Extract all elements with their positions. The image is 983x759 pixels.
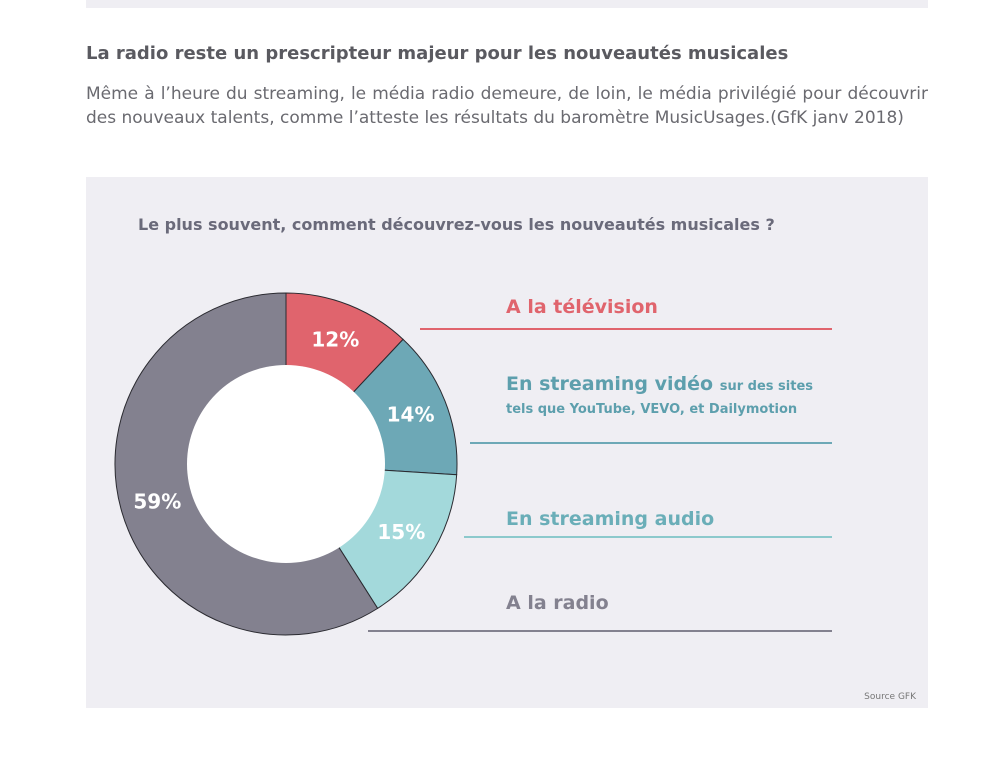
chart-panel: Le plus souvent, comment découvrez-vous … [86,177,928,708]
donut-hole [187,365,385,563]
legend-label-television: A la télévision [506,296,658,318]
source-note: Source GFK [864,692,916,702]
slice-label-radio: 59% [133,489,181,513]
intro-paragraph: Même à l’heure du streaming, le média ra… [86,84,928,128]
legend-line-streaming-video [470,442,832,444]
legend-line-streaming-audio [464,536,832,538]
legend-sub-streaming-video-2: tels que YouTube, VEVO, et Dailymotion [506,402,798,417]
slice-label-streaming-audio: 15% [377,520,425,544]
legend-label-streaming-audio: En streaming audio [506,508,715,530]
donut-chart: 12% 14% 15% 59% [114,292,458,636]
legend-main-streaming-video: En streaming vidéo [506,373,714,395]
legend-line-radio [368,630,832,632]
slice-label-streaming-video: 14% [387,403,435,427]
top-panel [86,0,928,8]
legend-line-television [420,328,832,330]
legend-label-streaming-video: En streaming vidéo sur des sites [506,372,813,399]
legend-sub-streaming-video-1: sur des sites [719,379,813,394]
section-heading: La radio reste un prescripteur majeur po… [86,43,789,64]
legend-label-radio: A la radio [506,592,609,614]
chart-title: Le plus souvent, comment découvrez-vous … [138,215,775,234]
slice-label-television: 12% [311,327,359,351]
